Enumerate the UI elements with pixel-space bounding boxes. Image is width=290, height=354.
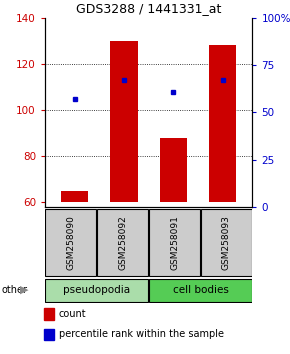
Bar (44, 329, 54, 340)
Bar (46, 279, 148, 302)
Title: GDS3288 / 1441331_at: GDS3288 / 1441331_at (76, 2, 221, 15)
Bar (201, 209, 252, 276)
Text: percentile rank within the sample: percentile rank within the sample (59, 329, 224, 339)
Text: GSM258093: GSM258093 (222, 215, 231, 270)
Bar (110, 41, 137, 202)
Text: GSM258090: GSM258090 (66, 215, 75, 270)
Text: count: count (59, 309, 86, 319)
Text: ▶: ▶ (20, 285, 29, 295)
Bar (209, 45, 236, 202)
Text: cell bodies: cell bodies (173, 285, 229, 295)
Bar (61, 191, 88, 202)
Bar (44, 308, 54, 320)
Bar (160, 138, 187, 202)
Bar (149, 279, 252, 302)
Bar (46, 209, 96, 276)
Text: GSM258092: GSM258092 (118, 215, 127, 270)
Text: other: other (1, 285, 28, 295)
Text: pseudopodia: pseudopodia (63, 285, 130, 295)
Text: GSM258091: GSM258091 (170, 215, 179, 270)
Bar (97, 209, 148, 276)
Bar (149, 209, 200, 276)
